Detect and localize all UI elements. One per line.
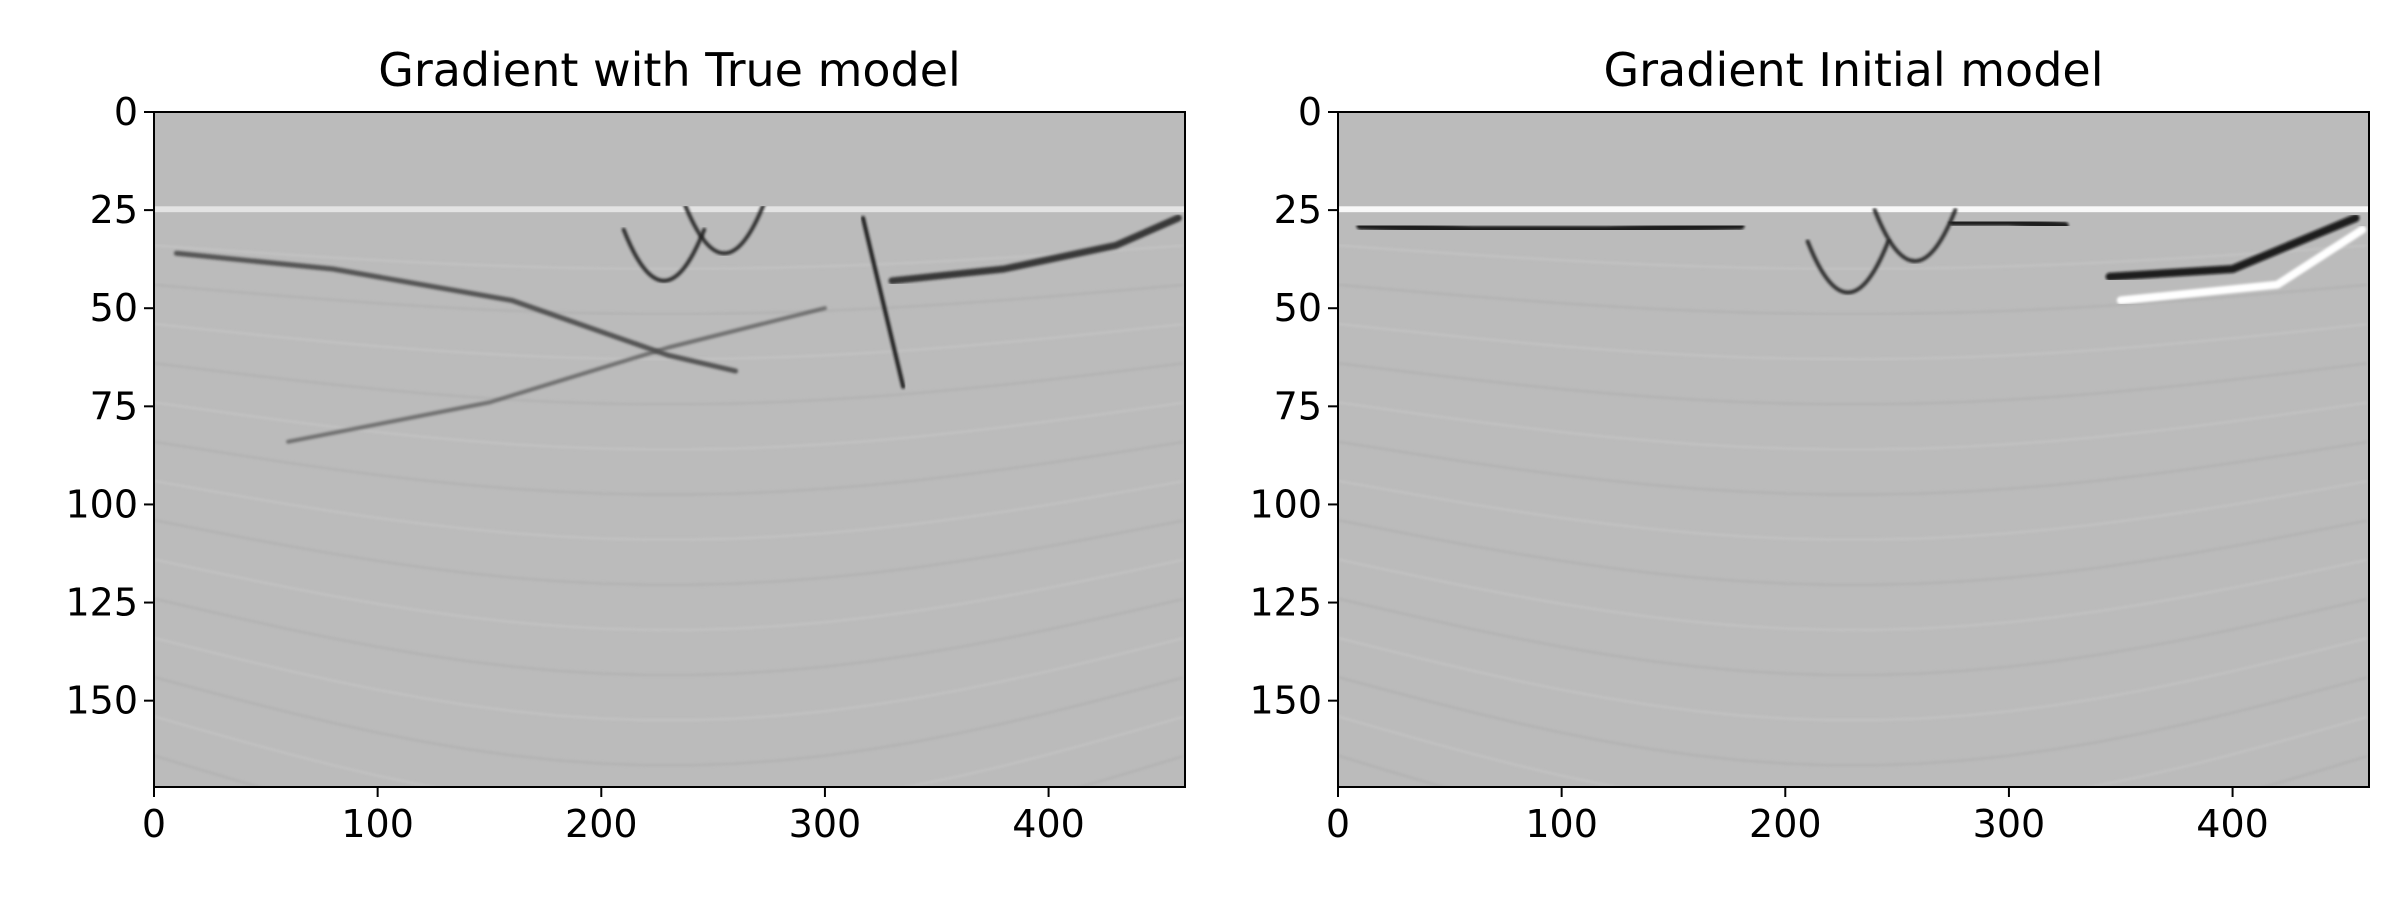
left-y-axis: 0 25 50 75 100 125 150 — [65, 90, 154, 723]
right-y-tick-label: 75 — [1274, 384, 1322, 428]
left-texture-layer — [154, 519, 1183, 586]
left-y-tick-label: 100 — [65, 482, 138, 526]
left-y-tick-label: 50 — [90, 286, 138, 330]
right-y-axis: 0 25 50 75 100 125 150 — [1249, 90, 1338, 723]
right-reflectors — [1338, 112, 2369, 787]
left-texture-layer — [154, 676, 1184, 767]
right-x-tick-label: 200 — [1749, 802, 1822, 846]
right-texture-layer — [1338, 440, 2367, 496]
right-y-tick-label: 100 — [1249, 482, 1322, 526]
right-texture-layer — [1338, 244, 2367, 270]
right-y-tick-label: 50 — [1274, 286, 1322, 330]
left-x-tick-label: 0 — [142, 802, 166, 846]
right-water-layer — [1338, 112, 2369, 207]
right-texture-layer — [1338, 636, 2368, 722]
right-texture-layer — [1338, 715, 2368, 787]
left-reflectors — [154, 112, 1185, 787]
right-x-tick-label: 400 — [2196, 802, 2269, 846]
right-x-tick-label: 300 — [1973, 802, 2046, 846]
right-x-axis: 0 100 200 300 400 — [1326, 787, 2269, 846]
right-texture-layer — [1338, 558, 2368, 631]
right-texture-layer — [1338, 519, 2367, 586]
right-texture-layer — [1338, 362, 2367, 406]
right-diffraction-apex — [1805, 239, 1891, 295]
left-texture-layer — [154, 283, 1183, 315]
right-dark-band — [1356, 221, 1745, 234]
right-texture-layer — [1338, 479, 2367, 541]
left-x-tick-label: 300 — [789, 802, 862, 846]
left-texture-layer — [154, 558, 1184, 631]
right-texture-layer — [1338, 597, 2368, 676]
left-diffraction-apex — [621, 227, 707, 283]
right-panel-title: Gradient Initial model — [1604, 43, 2104, 97]
left-panel: Gradient with True model 0 100 200 300 400 0… — [65, 43, 1186, 846]
left-texture-layer — [154, 401, 1183, 451]
left-water-bottom-band — [154, 206, 1185, 213]
left-diffraction-apex — [682, 200, 767, 256]
left-x-tick-label: 100 — [341, 802, 414, 846]
right-y-tick-label: 125 — [1249, 581, 1322, 625]
left-y-tick-label: 75 — [90, 384, 138, 428]
left-texture-layer — [154, 597, 1184, 676]
left-shallow-reflector — [888, 214, 1182, 285]
left-x-tick-label: 200 — [565, 802, 638, 846]
left-water-layer — [154, 112, 1185, 207]
left-texture-layer — [154, 244, 1183, 270]
left-curved-reflector — [286, 306, 827, 444]
left-dipping-reflector — [173, 250, 738, 374]
right-texture-layer — [1338, 676, 2368, 767]
right-texture-layer — [1338, 401, 2367, 451]
right-x-tick-label: 100 — [1525, 802, 1598, 846]
left-steep-fault — [861, 216, 906, 389]
right-texture-layer — [1338, 283, 2367, 315]
right-dark-band — [1949, 217, 2069, 230]
right-x-tick-label: 0 — [1326, 802, 1350, 846]
left-texture-layer — [154, 715, 1184, 787]
left-y-tick-label: 125 — [65, 581, 138, 625]
left-texture-layer — [154, 440, 1183, 496]
right-plot-frame — [1337, 111, 2370, 788]
right-dark-band — [2105, 214, 2360, 281]
left-panel-title: Gradient with True model — [378, 43, 961, 97]
right-heatmap — [1338, 112, 2369, 787]
right-y-tick-label: 150 — [1249, 679, 1322, 723]
right-y-tick-label: 0 — [1298, 90, 1322, 134]
left-plot-frame — [153, 111, 1186, 788]
left-y-tick-label: 0 — [114, 90, 138, 134]
left-texture-layer — [154, 322, 1183, 361]
right-diffraction-apex — [1872, 208, 1958, 264]
right-y-tick-label: 25 — [1274, 188, 1322, 232]
left-x-tick-label: 400 — [1012, 802, 1085, 846]
left-y-tick-label: 150 — [65, 679, 138, 723]
left-texture-layer — [154, 636, 1184, 722]
right-bright-band — [2116, 225, 2367, 305]
right-panel: Gradient Initial model 0 100 200 300 400 0 25… — [1249, 43, 2370, 846]
right-texture-layer — [1338, 322, 2367, 361]
left-x-axis: 0 100 200 300 400 — [142, 787, 1085, 846]
left-texture-layer — [154, 479, 1183, 541]
left-heatmap — [154, 112, 1185, 787]
left-y-tick-label: 25 — [90, 188, 138, 232]
left-texture-layer — [154, 362, 1183, 406]
